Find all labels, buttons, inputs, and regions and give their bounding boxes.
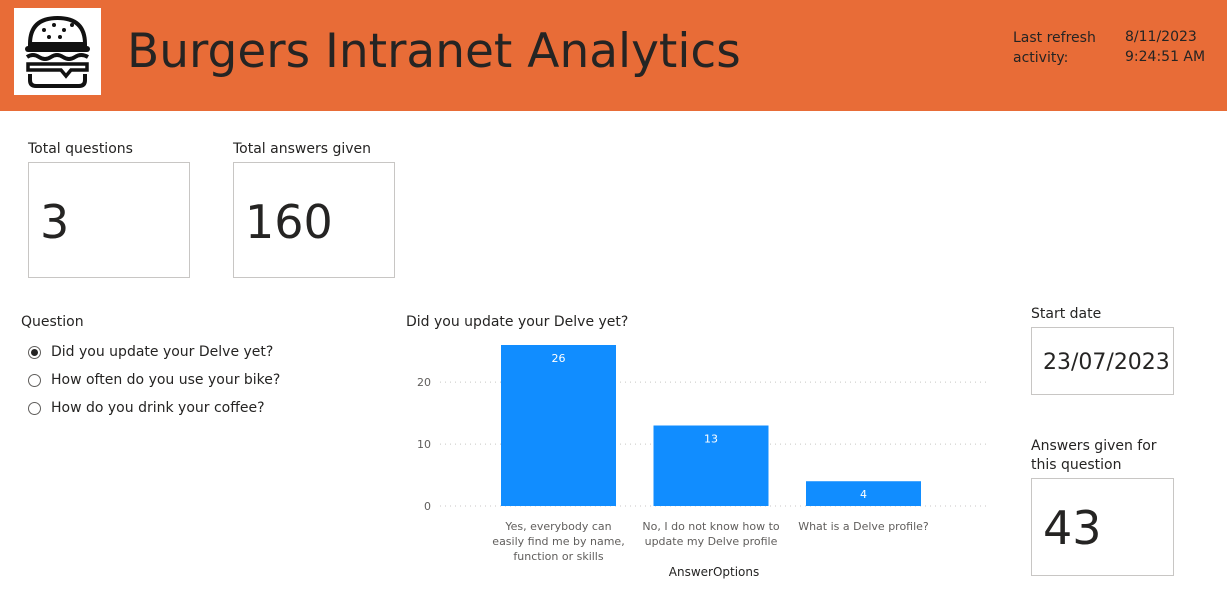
radio-icon[interactable] (28, 401, 41, 415)
header-bar: Burgers Intranet Analytics Last refresh … (0, 0, 1227, 111)
total-questions-card: 3 (28, 162, 190, 278)
burger-logo-icon (14, 8, 101, 95)
question-slicer-title: Question (21, 314, 84, 330)
x-category-label: Yes, everybody can easily find me by name… (492, 520, 624, 563)
answers-question-card: 43 (1031, 478, 1174, 576)
bar-data-label: 4 (860, 488, 867, 501)
y-tick-label: 20 (417, 376, 431, 389)
radio-icon[interactable] (28, 373, 41, 387)
refresh-time: 9:24:51 AM (1125, 49, 1206, 65)
bar (653, 425, 769, 506)
slicer-option-coffee[interactable]: How do you drink your coffee? (28, 398, 265, 418)
burger-icon (25, 15, 90, 88)
start-date-field[interactable]: 23/07/2023 (1031, 327, 1174, 395)
refresh-date: 8/11/2023 (1125, 29, 1197, 45)
answers-question-label: Answers given for this question (1031, 438, 1157, 473)
refresh-label: Last refresh activity: (1013, 30, 1096, 66)
x-category-label: What is a Delve profile? (798, 520, 929, 533)
y-tick-label: 0 (424, 500, 431, 513)
start-date-value: 23/07/2023 (1043, 350, 1170, 375)
total-answers-label: Total answers given (233, 141, 372, 157)
bar (501, 345, 616, 506)
y-tick-label: 10 (417, 438, 431, 451)
slicer-option-label: Did you update your Delve yet? (51, 344, 274, 360)
total-answers-value: 160 (245, 195, 333, 249)
answer-bar-chart: 0 10 20 26 Yes, everybody can easily find me … (417, 345, 990, 579)
x-category-label: No, I do not know how to update my Delve … (642, 520, 779, 548)
chart-title: Did you update your Delve yet? (406, 314, 629, 330)
bar (806, 481, 921, 506)
page-title: Burgers Intranet Analytics (127, 24, 741, 79)
total-questions-value: 3 (40, 195, 70, 249)
bar-data-label: 13 (704, 433, 718, 446)
slicer-option-delve[interactable]: Did you update your Delve yet? (28, 342, 273, 362)
x-axis-title: AnswerOptions (669, 565, 760, 579)
bar-data-label: 26 (552, 352, 566, 365)
radio-selected-icon[interactable] (28, 345, 41, 359)
start-date-label: Start date (1031, 306, 1102, 322)
slicer-option-label: How often do you use your bike? (51, 372, 281, 388)
total-answers-card: 160 (233, 162, 395, 278)
slicer-option-label: How do you drink your coffee? (51, 400, 265, 416)
slicer-option-bike[interactable]: How often do you use your bike? (28, 370, 280, 390)
total-questions-label: Total questions (28, 141, 133, 157)
answers-question-value: 43 (1043, 501, 1102, 555)
